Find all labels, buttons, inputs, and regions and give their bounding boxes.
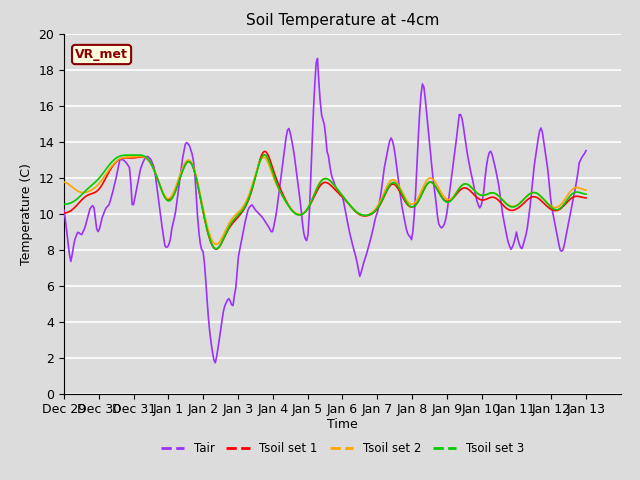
Tsoil set 3: [213, 246, 221, 252]
Tsoil set 1: [60, 210, 68, 216]
Tsoil set 3: [78, 192, 86, 198]
Tsoil set 2: [213, 241, 221, 247]
Tsoil set 1: [260, 148, 268, 154]
Tsoil set 2: [513, 203, 520, 208]
Tsoil set 1: [435, 189, 443, 195]
Y-axis label: Temperature (C): Temperature (C): [20, 163, 33, 264]
Tsoil set 3: [513, 203, 520, 209]
Text: VR_met: VR_met: [75, 48, 128, 61]
Tsoil set 1: [582, 195, 590, 201]
Tsoil set 3: [94, 177, 102, 182]
Tsoil set 3: [435, 190, 443, 195]
Tsoil set 1: [78, 197, 86, 203]
Tsoil set 2: [435, 185, 443, 191]
Tsoil set 1: [94, 187, 102, 193]
Tsoil set 1: [332, 187, 339, 192]
Tsoil set 1: [513, 206, 520, 212]
Tsoil set 2: [582, 187, 590, 193]
Line: Tair: Tair: [64, 59, 586, 363]
Tsoil set 2: [60, 180, 68, 185]
Line: Tsoil set 1: Tsoil set 1: [64, 151, 586, 249]
Tair: [580, 151, 588, 156]
Tair: [435, 221, 443, 227]
Tair: [582, 148, 590, 154]
Title: Soil Temperature at -4cm: Soil Temperature at -4cm: [246, 13, 439, 28]
Tair: [94, 228, 102, 234]
Tair: [314, 56, 321, 61]
Tair: [60, 207, 68, 213]
Line: Tsoil set 3: Tsoil set 3: [64, 155, 586, 249]
Tsoil set 2: [332, 183, 339, 189]
Tsoil set 2: [78, 190, 86, 195]
Tsoil set 3: [260, 152, 268, 157]
X-axis label: Time: Time: [327, 418, 358, 431]
Legend: Tair, Tsoil set 1, Tsoil set 2, Tsoil set 3: Tair, Tsoil set 1, Tsoil set 2, Tsoil se…: [156, 437, 529, 460]
Tsoil set 3: [580, 191, 588, 197]
Line: Tsoil set 2: Tsoil set 2: [64, 156, 586, 244]
Tair: [513, 229, 520, 235]
Tsoil set 1: [213, 246, 221, 252]
Tsoil set 3: [60, 202, 68, 207]
Tsoil set 2: [94, 182, 102, 188]
Tsoil set 1: [580, 195, 588, 201]
Tsoil set 2: [580, 187, 588, 193]
Tair: [78, 232, 86, 238]
Tair: [211, 360, 219, 366]
Tsoil set 2: [136, 154, 144, 159]
Tsoil set 3: [332, 183, 339, 189]
Tsoil set 3: [582, 191, 590, 197]
Tair: [332, 183, 339, 189]
